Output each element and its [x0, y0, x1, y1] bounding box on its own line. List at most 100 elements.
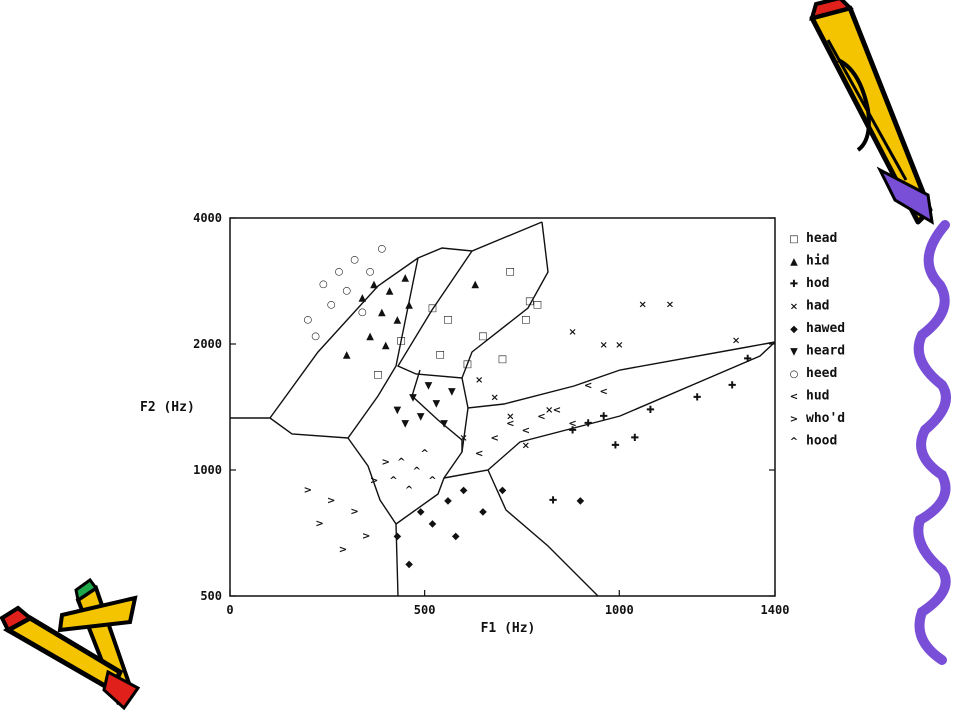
point-had: × — [545, 405, 553, 416]
point-hud: < — [537, 411, 545, 422]
point-who-d: > — [327, 496, 335, 507]
point-head: □ — [533, 299, 542, 310]
point-heard: ▼ — [448, 386, 456, 397]
legend: □ head ▲ hid ✚ hod × had ◆ hawed ▼ heard ○ heed < hud > w… — [789, 231, 845, 449]
legend-label-who-d: who'd — [806, 411, 845, 426]
point-who-d: > — [370, 475, 378, 486]
decision-boundaries — [230, 221, 776, 597]
point-had: × — [506, 411, 514, 422]
legend-symbol-hood: ^ — [790, 437, 798, 448]
point-who-d: > — [339, 544, 347, 555]
point-hid: ▲ — [378, 307, 386, 318]
legend-label-heard: heard — [806, 344, 845, 359]
point-had: × — [459, 433, 467, 444]
point-head: □ — [435, 349, 444, 360]
point-hid: ▲ — [359, 292, 367, 303]
legend-label-hawed: hawed — [806, 321, 845, 336]
point-hud: < — [584, 381, 592, 392]
legend-label-head: head — [806, 231, 837, 246]
point-head: □ — [373, 370, 382, 381]
pencil-clipart-bottom-left — [0, 577, 141, 711]
legend-symbol-hawed: ◆ — [790, 324, 798, 335]
point-hid: ▲ — [401, 272, 409, 283]
x-tick-label: 1400 — [761, 603, 790, 617]
point-who-d: > — [304, 485, 312, 496]
point-head: □ — [506, 266, 515, 277]
point-who-d: > — [315, 518, 323, 529]
point-hawed: ◆ — [429, 518, 437, 529]
legend-symbol-had: × — [790, 302, 798, 313]
point-hod: ✚ — [568, 425, 576, 436]
x-tick-label: 0 — [226, 603, 233, 617]
point-had: × — [615, 340, 623, 351]
point-hawed: ◆ — [452, 531, 460, 542]
pencil-clipart-top-right — [809, 0, 934, 225]
point-heard: ▼ — [417, 411, 425, 422]
point-hud: < — [475, 449, 483, 460]
legend-label-hod: hod — [806, 276, 829, 291]
point-who-d: > — [350, 507, 358, 518]
point-hawed: ◆ — [405, 559, 413, 570]
y-axis-label: F2 (Hz) — [140, 400, 195, 415]
point-heard: ▼ — [432, 398, 440, 409]
point-heed: ○ — [303, 315, 312, 326]
point-hod: ✚ — [549, 496, 557, 507]
point-head: □ — [525, 296, 534, 307]
plot-frame — [229, 217, 776, 597]
point-hod: ✚ — [728, 381, 736, 392]
point-hawed: ◆ — [577, 496, 585, 507]
legend-symbol-hid: ▲ — [790, 257, 798, 268]
point-hid: ▲ — [343, 349, 351, 360]
point-hod: ✚ — [744, 354, 752, 365]
x-axis-label: F1 (Hz) — [481, 621, 536, 636]
point-hud: < — [600, 386, 608, 397]
point-heed: ○ — [311, 331, 320, 342]
y-tick-label: 2000 — [193, 337, 222, 351]
legend-label-heed: heed — [806, 366, 837, 381]
legend-label-hid: hid — [806, 254, 829, 269]
point-hid: ▲ — [386, 285, 394, 296]
point-head: □ — [443, 315, 452, 326]
point-hod: ✚ — [611, 441, 619, 452]
point-hawed: ◆ — [444, 496, 452, 507]
point-hid: ▲ — [394, 315, 402, 326]
point-heard: ▼ — [409, 392, 417, 403]
point-heard: ▼ — [440, 418, 448, 429]
legend-symbol-head: □ — [789, 234, 798, 245]
y-tick-label: 4000 — [193, 211, 222, 225]
point-heard: ▼ — [394, 405, 402, 416]
x-tick-labels: 0 500 1000 1400 — [226, 590, 789, 617]
point-hod: ✚ — [693, 392, 701, 403]
point-heed: ○ — [358, 307, 367, 318]
legend-symbol-hod: ✚ — [790, 279, 798, 290]
y-tick-label: 1000 — [193, 463, 222, 477]
point-heed: ○ — [335, 266, 344, 277]
point-hod: ✚ — [646, 405, 654, 416]
point-head: □ — [521, 315, 530, 326]
point-hud: < — [506, 418, 514, 429]
point-heed: ○ — [342, 285, 351, 296]
point-head: □ — [397, 336, 406, 347]
point-hawed: ◆ — [499, 485, 507, 496]
scatter-marks: □□□□□□□□□□□□▲▲▲▲▲▲▲▲▲▲▲✚✚✚✚✚✚✚✚✚✚×××××××… — [303, 244, 751, 570]
point-hid: ▲ — [471, 279, 479, 290]
x-tick-label: 1000 — [605, 603, 634, 617]
legend-symbol-heed: ○ — [790, 369, 799, 380]
point-hid: ▲ — [405, 299, 413, 310]
legend-label-hood: hood — [806, 434, 837, 449]
point-hood: ^ — [420, 449, 428, 460]
point-hawed: ◆ — [479, 507, 487, 518]
y-tick-label: 500 — [200, 589, 222, 603]
point-had: × — [638, 299, 646, 310]
legend-symbol-who-d: > — [790, 414, 798, 425]
point-hud: < — [553, 405, 561, 416]
x-tick-label: 500 — [414, 603, 436, 617]
point-hood: ^ — [405, 485, 413, 496]
point-hod: ✚ — [600, 411, 608, 422]
point-hid: ▲ — [382, 340, 390, 351]
point-had: × — [491, 392, 499, 403]
point-heed: ○ — [377, 244, 386, 255]
point-heed: ○ — [319, 279, 328, 290]
